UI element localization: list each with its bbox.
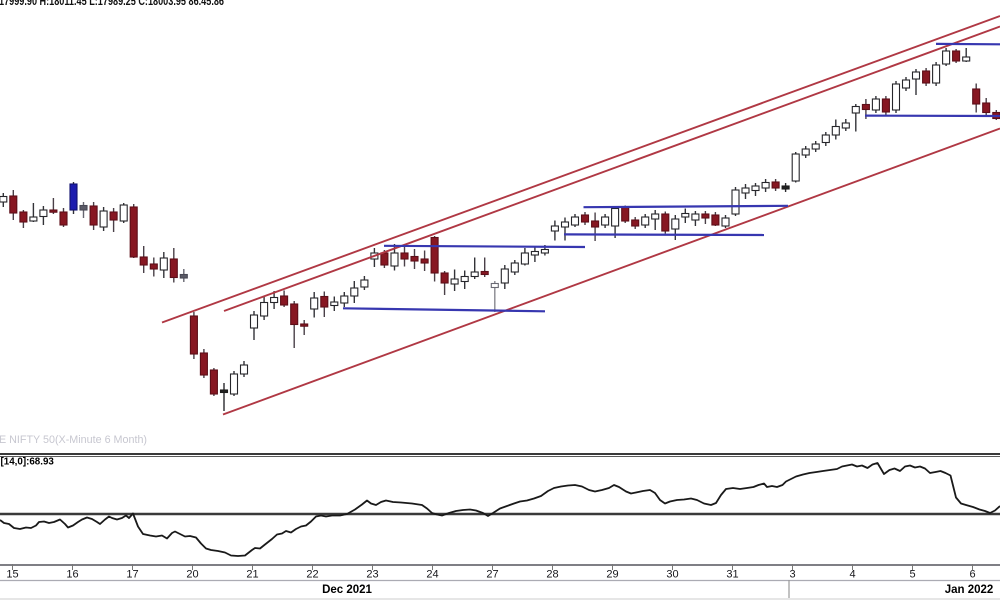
svg-text:[14,0]:68.93: [14,0]:68.93 (1, 457, 55, 468)
svg-text:28: 28 (546, 569, 558, 581)
svg-text:31: 31 (726, 569, 738, 581)
svg-text:23: 23 (366, 569, 378, 581)
svg-text:20: 20 (186, 569, 198, 581)
svg-text:17: 17 (126, 569, 138, 581)
svg-text:Jan 2022: Jan 2022 (945, 584, 994, 596)
svg-text:6: 6 (969, 569, 975, 581)
svg-text:22: 22 (306, 569, 318, 581)
svg-text:16: 16 (66, 569, 78, 581)
svg-text:27: 27 (486, 569, 498, 581)
svg-text:17999.90 H:18011.45 L:17989.25: 17999.90 H:18011.45 L:17989.25 C:18003.9… (0, 0, 224, 8)
svg-text:21: 21 (246, 569, 258, 581)
svg-text:Dec 2021: Dec 2021 (322, 584, 372, 596)
svg-text:E NIFTY 50(X-Minute 6 Month): E NIFTY 50(X-Minute 6 Month) (0, 434, 147, 446)
svg-text:3: 3 (789, 569, 795, 581)
svg-text:4: 4 (849, 569, 855, 581)
svg-text:15: 15 (6, 569, 18, 581)
svg-text:30: 30 (666, 569, 678, 581)
svg-text:5: 5 (909, 569, 915, 581)
svg-text:24: 24 (426, 569, 438, 581)
svg-text:29: 29 (606, 569, 618, 581)
